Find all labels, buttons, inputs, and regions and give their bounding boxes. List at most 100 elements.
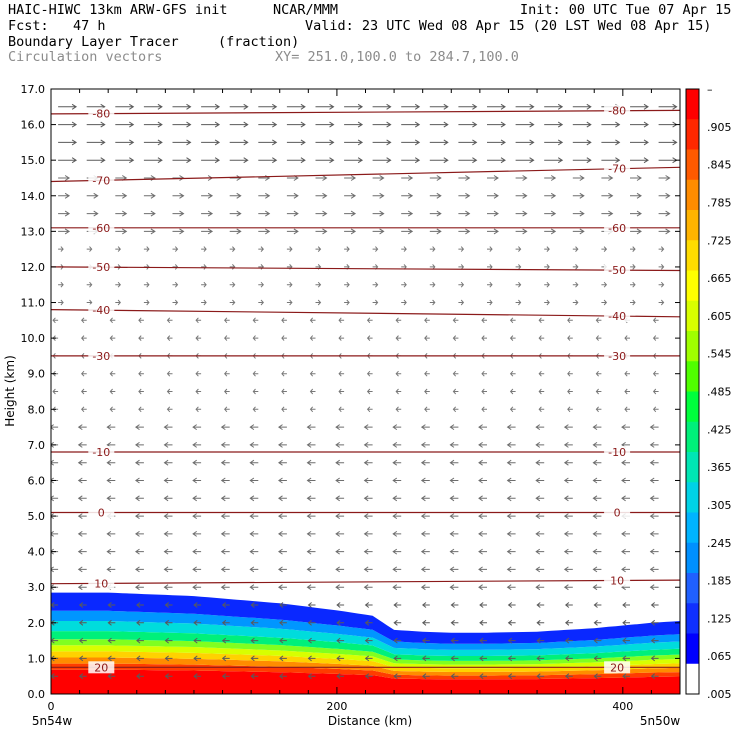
circulation-vector	[336, 637, 345, 644]
circulation-vector	[77, 530, 87, 537]
circulation-vector	[565, 637, 573, 644]
circulation-vector	[335, 584, 345, 591]
circulation-vector	[286, 121, 306, 128]
circulation-vector	[229, 299, 236, 306]
circulation-vector	[106, 477, 116, 484]
circulation-vector	[224, 335, 230, 341]
circulation-vector	[363, 495, 373, 502]
circulation-vector	[401, 299, 407, 306]
contour-label-bg	[604, 264, 631, 277]
circulation-vector	[544, 121, 564, 128]
circulation-vector	[249, 477, 259, 484]
circulation-vector	[58, 192, 71, 199]
circulation-vector	[86, 121, 106, 128]
circulation-vector	[115, 192, 128, 199]
circulation-vector	[563, 495, 573, 502]
circulation-vector	[315, 175, 328, 181]
circulation-vector	[115, 210, 128, 217]
circulation-vector	[192, 530, 202, 537]
circulation-vector	[478, 495, 487, 502]
circulation-vector	[229, 228, 242, 235]
circulation-vector	[172, 121, 192, 128]
circulation-vector	[306, 459, 316, 466]
circulation-vector	[538, 406, 545, 413]
colorbar-label: .845	[707, 159, 732, 172]
circulation-vector	[344, 299, 350, 306]
circulation-vector	[624, 388, 630, 395]
circulation-vector	[258, 281, 264, 288]
circulation-vector	[515, 139, 535, 146]
circulation-vector	[535, 459, 545, 466]
circulation-vector	[335, 459, 345, 466]
circulation-vector	[249, 584, 259, 591]
x-tick-label: 0	[48, 700, 55, 713]
circulation-vector	[81, 388, 87, 395]
y-tick-label: 0.0	[28, 688, 46, 701]
circulation-vector	[458, 281, 465, 288]
circulation-vector	[135, 513, 144, 520]
contour-label: 20	[94, 661, 108, 674]
circulation-vector	[658, 175, 671, 181]
circulation-vector	[143, 103, 163, 110]
circulation-vector	[652, 406, 659, 413]
colorbar-label: .545	[707, 348, 732, 361]
tracer-band-9	[51, 592, 680, 644]
circulation-vector	[115, 157, 135, 164]
tracer-band-3	[51, 651, 680, 672]
contour-label: -60	[92, 222, 110, 235]
circulation-vector	[567, 406, 573, 413]
circulation-vector	[372, 246, 379, 252]
circulation-vector	[249, 530, 259, 537]
circulation-vector	[458, 210, 471, 217]
circulation-vector	[478, 459, 487, 466]
circulation-vector	[487, 210, 499, 217]
circulation-vector	[372, 281, 379, 288]
circulation-vector	[52, 388, 59, 395]
circulation-vector	[336, 673, 345, 680]
circulation-vector	[58, 299, 64, 306]
circulation-vector	[107, 655, 116, 662]
circulation-vector	[429, 192, 442, 199]
circulation-vector	[392, 566, 402, 573]
circulation-vector	[565, 655, 573, 662]
circulation-vector	[335, 495, 345, 502]
circulation-vector	[81, 406, 87, 413]
circulation-vector	[250, 655, 259, 662]
circulation-vector	[572, 103, 592, 110]
circulation-vector	[58, 139, 78, 146]
circulation-vector	[630, 264, 636, 270]
circulation-vectors	[51, 103, 678, 680]
y-axis-label: Height (km)	[3, 355, 17, 426]
circulation-vector	[107, 637, 116, 644]
circulation-vector	[77, 513, 87, 520]
contour-label: 20	[610, 661, 624, 674]
circulation-vector	[535, 441, 545, 448]
circulation-vector	[592, 584, 602, 591]
circulation-vector	[86, 139, 106, 146]
circulation-vector	[77, 424, 87, 431]
colorbar-swatch	[686, 391, 699, 423]
circulation-vector	[565, 619, 573, 626]
circulation-vector	[306, 424, 316, 431]
circulation-vector	[458, 121, 478, 128]
circulation-vector	[250, 637, 259, 644]
contour-line	[51, 109, 680, 115]
circulation-vector	[392, 477, 402, 484]
circulation-vector	[424, 370, 430, 377]
circulation-vector	[249, 513, 259, 520]
circulation-vector	[452, 335, 459, 341]
circulation-vector	[309, 370, 316, 377]
circulation-vector	[344, 175, 357, 181]
circulation-vector	[172, 103, 192, 110]
circulation-vector	[315, 299, 322, 306]
circulation-vector	[650, 619, 659, 626]
circulation-vector	[143, 192, 156, 199]
circulation-vector	[136, 602, 144, 608]
y-tick-label: 6.0	[28, 474, 46, 487]
y-axis: 0.0 1.0 2.0 3.0 4.0 5.0 6.0 7.0 8.0 9.0 10.0 11.0 12…	[21, 83, 680, 701]
circulation-vector	[621, 459, 630, 466]
circulation-vector	[458, 299, 465, 306]
cross-section-endpoints: XY= 251.0,100.0 to 284.7,100.0	[275, 49, 519, 65]
circulation-vector	[109, 388, 116, 395]
y-tick-label: 12.0	[21, 261, 46, 274]
